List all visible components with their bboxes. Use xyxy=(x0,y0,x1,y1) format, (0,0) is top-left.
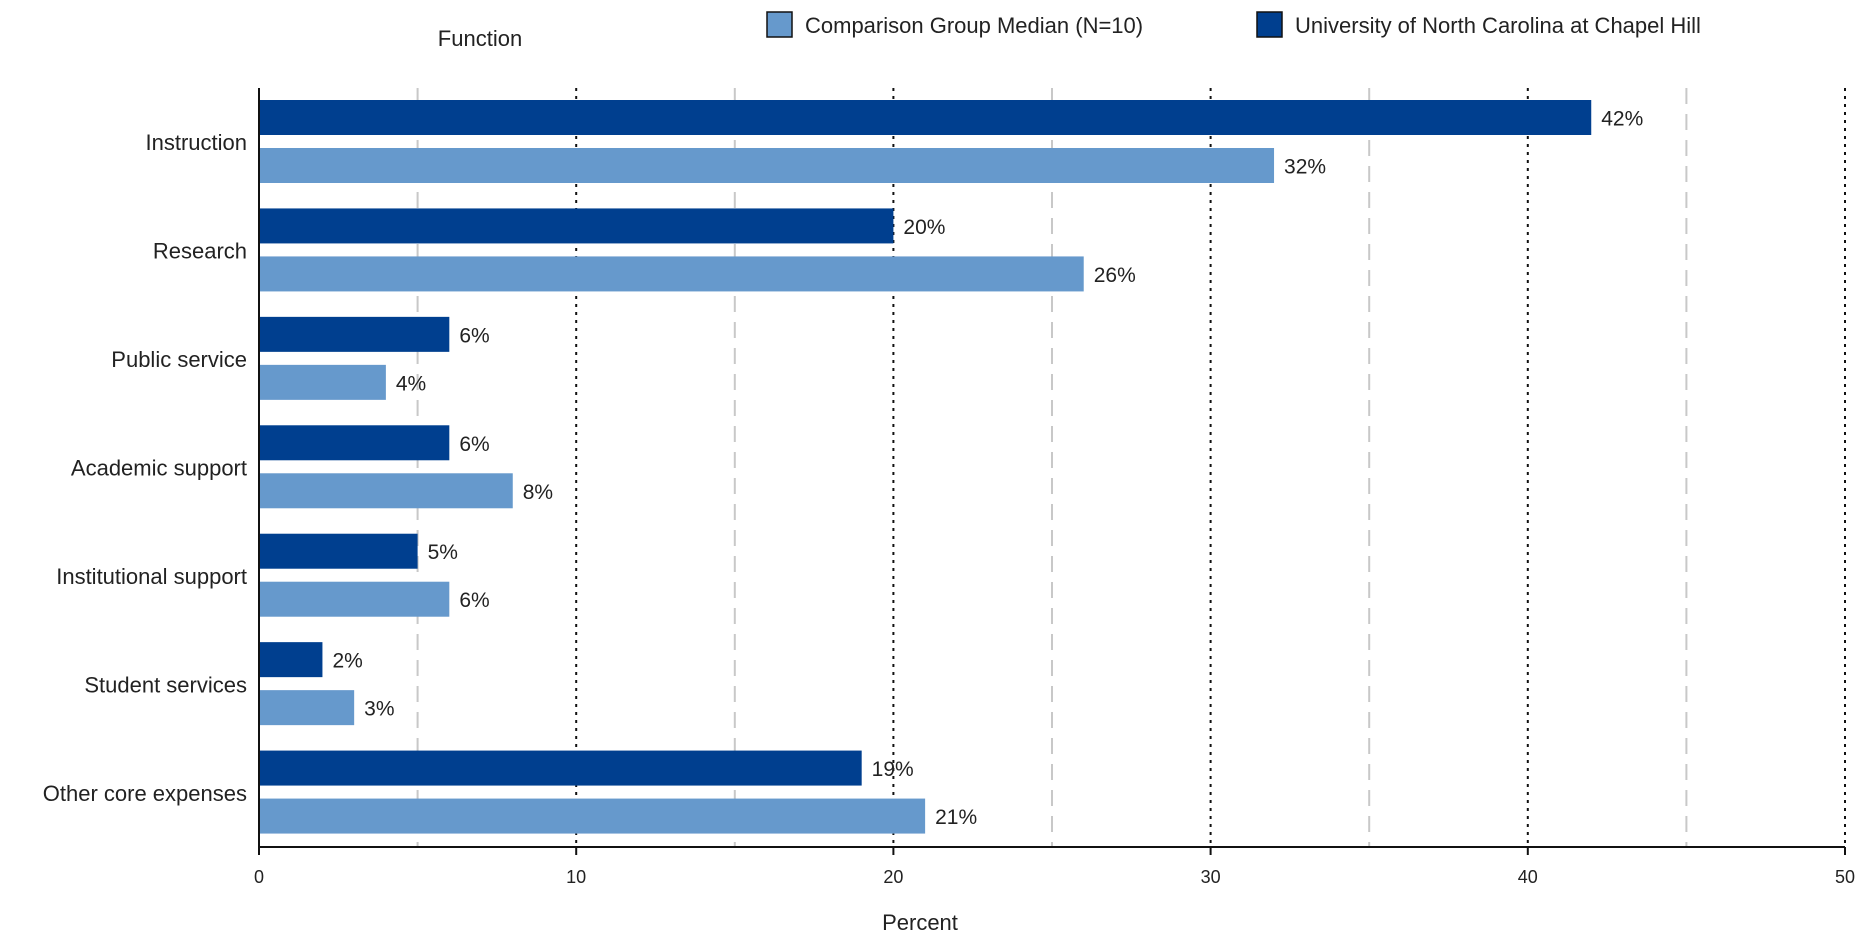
bar xyxy=(259,316,450,352)
data-label: 21% xyxy=(935,806,977,829)
category-label: Public service xyxy=(111,347,247,372)
category-label: Instruction xyxy=(146,130,248,155)
category-label: Other core expenses xyxy=(43,781,247,806)
legend-entry: University of North Carolina at Chapel H… xyxy=(1295,13,1701,38)
gridlines xyxy=(416,88,1846,847)
x-tick-label: 30 xyxy=(1201,867,1221,887)
data-label: 19% xyxy=(872,758,914,781)
category-label: Research xyxy=(153,239,247,264)
data-label: 6% xyxy=(459,589,489,612)
y-axis-title: Function xyxy=(438,26,522,51)
data-label: 5% xyxy=(428,541,458,564)
category-label: Institutional support xyxy=(56,564,247,589)
data-label: 8% xyxy=(523,481,553,504)
bar xyxy=(259,100,1592,135)
data-label: 6% xyxy=(459,324,489,347)
labels: 42% 32% Instruction 20% 26% Research 6% 4% Publi… xyxy=(43,108,1644,830)
bars xyxy=(259,100,1592,834)
data-label: 32% xyxy=(1284,156,1326,179)
legend: Comparison Group Median (N=10) University… xyxy=(766,11,1701,38)
x-tick-label: 10 xyxy=(566,867,586,887)
data-label: 2% xyxy=(332,650,362,673)
category-label: Student services xyxy=(84,672,247,697)
category-label: Academic support xyxy=(71,456,247,481)
bar xyxy=(259,750,862,786)
legend-swatch xyxy=(1256,11,1283,38)
x-tick-label: 40 xyxy=(1518,867,1538,887)
axes: 0 10 20 30 40 50 xyxy=(254,88,1855,887)
bar xyxy=(259,690,355,726)
bar xyxy=(259,425,450,461)
bar xyxy=(259,798,926,834)
bar xyxy=(259,208,894,244)
bar xyxy=(259,256,1084,292)
x-tick-label: 0 xyxy=(254,867,264,887)
bar xyxy=(259,533,418,569)
data-label: 20% xyxy=(903,216,945,239)
data-label: 26% xyxy=(1094,264,1136,287)
data-label: 6% xyxy=(459,433,489,456)
data-label: 3% xyxy=(364,698,394,721)
x-tick-label: 50 xyxy=(1835,867,1855,887)
bar xyxy=(259,148,1275,183)
data-label: 42% xyxy=(1601,108,1643,131)
legend-swatch xyxy=(766,11,793,38)
legend-entry: Comparison Group Median (N=10) xyxy=(805,13,1143,38)
bar xyxy=(259,642,323,678)
x-tick-label: 20 xyxy=(883,867,903,887)
bar xyxy=(259,581,450,617)
x-axis-title: Percent xyxy=(882,910,958,935)
bar xyxy=(259,473,513,509)
bar xyxy=(259,364,386,400)
data-label: 4% xyxy=(396,372,426,395)
